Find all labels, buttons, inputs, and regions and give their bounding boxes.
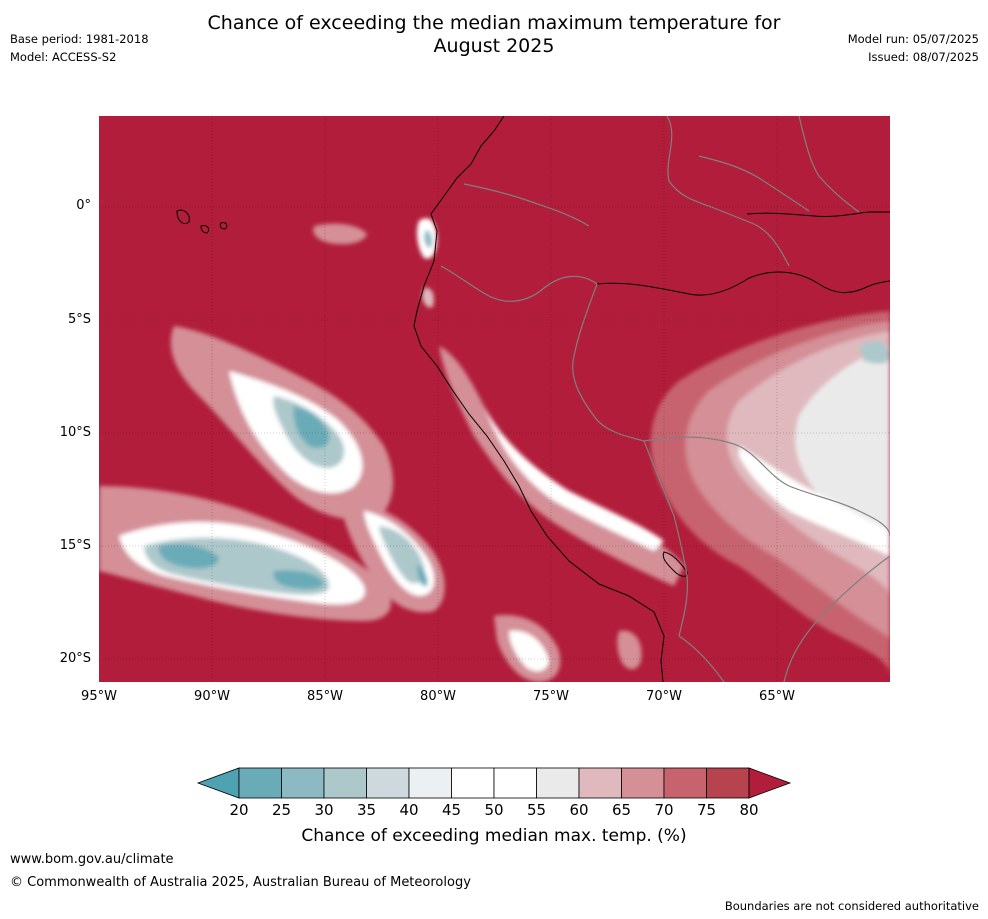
coastline-south-america (413, 116, 665, 682)
colorbar-swatch (663, 767, 707, 799)
coastline-amazon (596, 271, 890, 296)
colorbar-label: Chance of exceeding median max. temp. (%… (301, 826, 687, 846)
contour-south-50 (509, 630, 549, 672)
colorbar-swatch (281, 767, 325, 799)
colorbar-arrow-high (748, 767, 792, 799)
colorbar-swatch (493, 767, 537, 799)
border-peru-brazil (572, 283, 645, 442)
colorbar-swatch (408, 767, 452, 799)
colorbar-tick-70: 70 (654, 801, 674, 819)
colorbar-tick-80: 80 (739, 801, 759, 819)
model-text: Model: ACCESS-S2 (10, 50, 117, 64)
meta-right: Model run: 05/07/2025 Issued: 08/07/2025 (848, 30, 979, 66)
colorbar-swatch (536, 767, 580, 799)
lon-tick-70w: 70°W (646, 689, 682, 704)
border-bolivia-brazil (643, 436, 890, 537)
coastline-caribbean (746, 211, 890, 217)
contour-east-blue (859, 340, 890, 364)
lat-tick-20s: 20°S (59, 651, 91, 666)
colorbar-tick-75: 75 (696, 801, 717, 819)
colorbar-swatch (621, 767, 665, 799)
contour-offshore-2-25 (158, 544, 219, 569)
colorbar-tick-50: 50 (484, 801, 504, 819)
colorbar-tick-45: 45 (441, 801, 462, 819)
footer-url: www.bom.gov.au/climate (10, 852, 174, 867)
colorbar-tick-30: 30 (314, 801, 334, 819)
colorbar-tick-60: 60 (569, 801, 589, 819)
contour-guayaquil-small (422, 287, 434, 308)
contour-offshore-3-35 (379, 526, 425, 584)
colorbar-tick-40: 40 (399, 801, 419, 819)
colorbar-tick-25: 25 (271, 801, 292, 819)
colorbar-swatch (451, 767, 495, 799)
lake-titicaca (662, 551, 688, 577)
colorbar-tick-65: 65 (611, 801, 632, 819)
map-title: Chance of exceeding the median maximum t… (150, 12, 838, 58)
footer-copyright: © Commonwealth of Australia 2025, Austra… (10, 875, 471, 890)
colorbar-tick-35: 35 (356, 801, 377, 819)
contour-offshore-1-25 (293, 406, 330, 448)
probability-contours (99, 218, 890, 682)
gridlines (99, 116, 890, 682)
coastlines (176, 116, 890, 682)
issued-text: Issued: 08/07/2025 (868, 50, 979, 64)
lon-tick-80w: 80°W (420, 689, 456, 704)
border-peru-bolivia (643, 440, 689, 637)
probability-map (99, 116, 890, 682)
colorbar-arrow-low (196, 767, 240, 799)
border-bolivia-paraguay (783, 555, 890, 682)
lon-tick-65w: 65°W (759, 689, 795, 704)
galapagos-island-3 (219, 222, 228, 230)
colorbar-swatch (578, 767, 622, 799)
contour-offshore-3-25 (417, 564, 428, 587)
colorbar-swatch (238, 767, 282, 799)
contour-east-60 (795, 346, 890, 546)
border-colombia-venezuela (666, 116, 790, 267)
contour-coastal-50 (484, 406, 664, 551)
border-colombia-ecuador (463, 183, 590, 227)
border-chile-argentina (678, 635, 725, 682)
border-guyana (798, 116, 860, 213)
colorbar-swatches (196, 767, 792, 799)
country-borders (440, 116, 890, 682)
contour-galapagos-east (313, 223, 367, 245)
lon-tick-90w: 90°W (194, 689, 230, 704)
lon-tick-75w: 75°W (533, 689, 569, 704)
contour-south-west (617, 630, 642, 670)
contour-offshore-2-25b (273, 570, 324, 590)
lon-tick-95w: 95°W (81, 689, 117, 704)
contour-guayaquil-30 (424, 230, 433, 248)
colorbar-tick-20: 20 (229, 801, 249, 819)
model-run-text: Model run: 05/07/2025 (847, 32, 979, 46)
lat-tick-0: 0° (76, 198, 91, 213)
colorbar-swatch (706, 767, 750, 799)
title-line-1: Chance of exceeding the median maximum t… (207, 12, 781, 34)
lat-tick-5s: 5°S (67, 312, 91, 327)
galapagos-island-1 (176, 209, 190, 225)
contour-east-50 (739, 446, 890, 556)
lon-tick-85w: 85°W (307, 689, 343, 704)
colorbar-swatch (366, 767, 410, 799)
lat-tick-10s: 10°S (59, 425, 91, 440)
colorbar-tick-55: 55 (526, 801, 547, 819)
meta-left: Base period: 1981-2018 Model: ACCESS-S2 (10, 30, 149, 66)
footer-disclaimer: Boundaries are not considered authoritat… (724, 899, 979, 913)
title-line-2: August 2025 (433, 35, 555, 57)
colorbar (196, 767, 792, 799)
border-ecuador-peru (440, 265, 598, 302)
colorbar-swatch (323, 767, 367, 799)
galapagos-island-2 (200, 225, 210, 234)
lat-tick-15s: 15°S (59, 538, 91, 553)
border-brazil-north (698, 155, 810, 212)
base-period-text: Base period: 1981-2018 (10, 32, 149, 46)
